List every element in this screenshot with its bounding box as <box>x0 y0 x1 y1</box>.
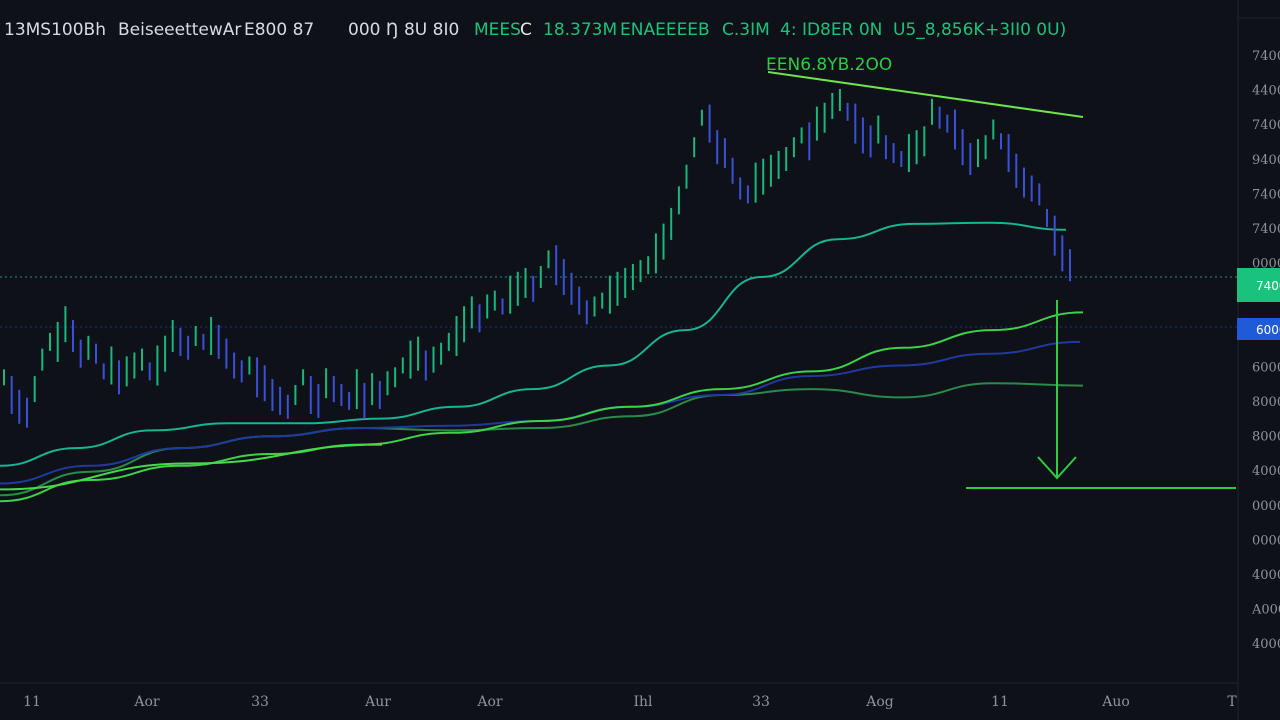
x-tick-label: Aor <box>476 694 503 710</box>
moving-average-line <box>0 221 1067 467</box>
header-metrics: MEES C 18.373M ENAEEEEB C.3IM 4: ID8ER 0N U5_8… <box>474 20 1066 40</box>
x-tick-label: 33 <box>752 694 770 710</box>
moving-average-line <box>0 443 383 491</box>
header-metric: ENAEEEEB <box>620 20 710 40</box>
header-metric: C.3IM <box>722 20 770 40</box>
price-badge-reference-label: 6000 <box>1256 323 1280 337</box>
header-metric: +3II0 0U) <box>985 20 1066 40</box>
price-bars <box>3 89 1071 428</box>
price-badge-current-bg <box>1237 268 1280 302</box>
x-tick-label: Aog <box>865 694 894 710</box>
y-tick-label: 8000 <box>1252 430 1280 445</box>
header-metric: C <box>520 20 532 40</box>
x-tick-label: 11 <box>23 694 41 710</box>
header-metric: 4: ID8ER 0N <box>780 20 882 40</box>
x-axis[interactable]: 11 Aor 33 Aur Aor Ihl 33 Aog 11 Auo T <box>0 682 1238 710</box>
header-metric: MEES <box>474 20 521 40</box>
header-metric: U5_8,856K <box>893 20 985 40</box>
pattern-annotation: EEN6.8YB.2OO <box>766 55 892 75</box>
y-tick-label: 9400 <box>1252 153 1280 168</box>
header-value-1: E800 87 <box>244 20 314 40</box>
x-tick-label: Aur <box>364 694 391 710</box>
header-symbol: 13MS100Bh <box>4 20 106 40</box>
y-tick-label: A000 <box>1251 603 1280 618</box>
moving-average-lines <box>0 221 1084 503</box>
header-value-2: 000 Ŋ 8U 8I0 <box>348 20 459 40</box>
price-badge-reference-bg <box>1237 318 1280 340</box>
down-arrow-icon <box>1037 456 1077 480</box>
x-tick-label: Aor <box>133 694 160 710</box>
y-axis[interactable]: 7400440074009400740074000000800070006000… <box>1237 0 1280 720</box>
x-axis-labels: 11 Aor 33 Aur Aor Ihl 33 Aog 11 Auo T <box>23 694 1237 710</box>
moving-average-line <box>0 311 1084 503</box>
x-tick-label: 11 <box>991 694 1009 710</box>
chart-header: 13MS100Bh BeiseeettewAr E800 87 000 Ŋ 8U… <box>4 20 1066 40</box>
plot-area: EEN6.8YB.2OO <box>0 55 1238 503</box>
header-metric: 18.373M <box>543 20 617 40</box>
y-tick-label: 6000 <box>1252 360 1280 375</box>
x-tick-label: Auo <box>1101 694 1130 710</box>
y-tick-label: 4400 <box>1252 84 1280 99</box>
y-tick-label: 8000 <box>1252 395 1280 410</box>
price-badge-reference: 6000 <box>1237 318 1280 340</box>
x-tick-label: Ihl <box>633 694 653 710</box>
x-tick-label: T <box>1227 694 1237 710</box>
header-name: BeiseeettewAr <box>118 20 241 40</box>
x-tick-label: 33 <box>251 694 269 710</box>
resistance-trendline <box>767 71 1084 118</box>
